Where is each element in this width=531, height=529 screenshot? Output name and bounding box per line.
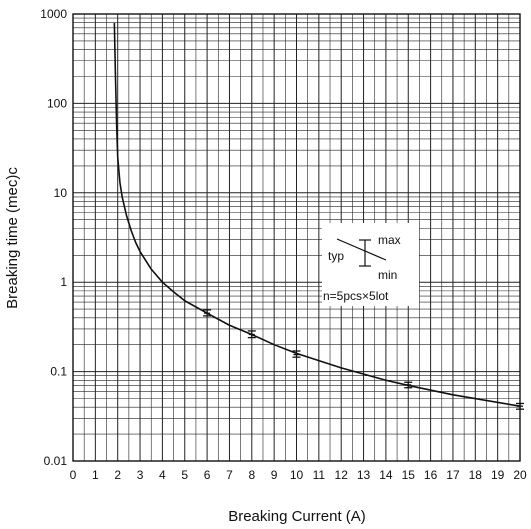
x-tick-label: 2 (114, 468, 121, 482)
error-bar (404, 381, 413, 389)
legend-background (322, 223, 419, 306)
y-tick-label: 10 (54, 186, 68, 200)
x-tick-label: 12 (335, 468, 349, 482)
error-bars (203, 309, 524, 410)
x-tick-label: 6 (204, 468, 211, 482)
x-axis-label: Breaking Current (A) (228, 508, 366, 525)
y-tick-label: 0.01 (44, 454, 68, 468)
error-bar (203, 309, 212, 317)
y-axis-label: Breaking time (mec)c (4, 167, 21, 309)
legend-typ-label: typ (328, 249, 344, 263)
x-tick-label: 5 (181, 468, 188, 482)
x-tick-label: 17 (446, 468, 460, 482)
x-tick-label: 13 (357, 468, 371, 482)
x-tick-label: 10 (290, 468, 304, 482)
y-tick-label: 1 (60, 275, 67, 289)
y-tick-label: 100 (47, 96, 67, 110)
x-tick-label: 20 (513, 468, 527, 482)
y-tick-labels: 0.01 0.1 1 10 100 1000 (40, 7, 67, 468)
x-tick-label: 4 (159, 468, 166, 482)
x-tick-label: 1 (92, 468, 99, 482)
x-tick-label: 15 (402, 468, 416, 482)
legend-max-label: max (378, 233, 401, 247)
x-tick-label: 11 (313, 468, 326, 482)
x-tick-label: 18 (469, 468, 483, 482)
x-tick-label: 19 (491, 468, 505, 482)
error-bar (292, 350, 301, 358)
x-tick-labels: 0 1 2 3 4 5 6 7 8 9 10 11 12 13 14 15 16 17 18 19 20 (70, 468, 527, 482)
x-tick-label: 3 (137, 468, 144, 482)
legend-box: typ max min n=5pcs×5lot (322, 223, 419, 306)
breaking-time-curve (113, 22, 521, 408)
legend-min-label: min (378, 268, 397, 282)
x-tick-label: 8 (248, 468, 255, 482)
x-tick-label: 0 (70, 468, 77, 482)
x-tick-label: 9 (271, 468, 278, 482)
grid (72, 13, 521, 462)
y-tick-label: 1000 (40, 7, 67, 21)
legend-typ-line (336, 238, 387, 261)
error-bar (247, 330, 256, 339)
x-tick-label: 16 (424, 468, 438, 482)
legend-note: n=5pcs×5lot (323, 289, 389, 303)
plot-frame (72, 13, 521, 462)
curve-path (113, 22, 521, 408)
y-tick-label: 0.1 (50, 365, 67, 379)
x-tick-label: 7 (226, 468, 233, 482)
error-bar (516, 402, 524, 410)
x-tick-label: 14 (379, 468, 393, 482)
